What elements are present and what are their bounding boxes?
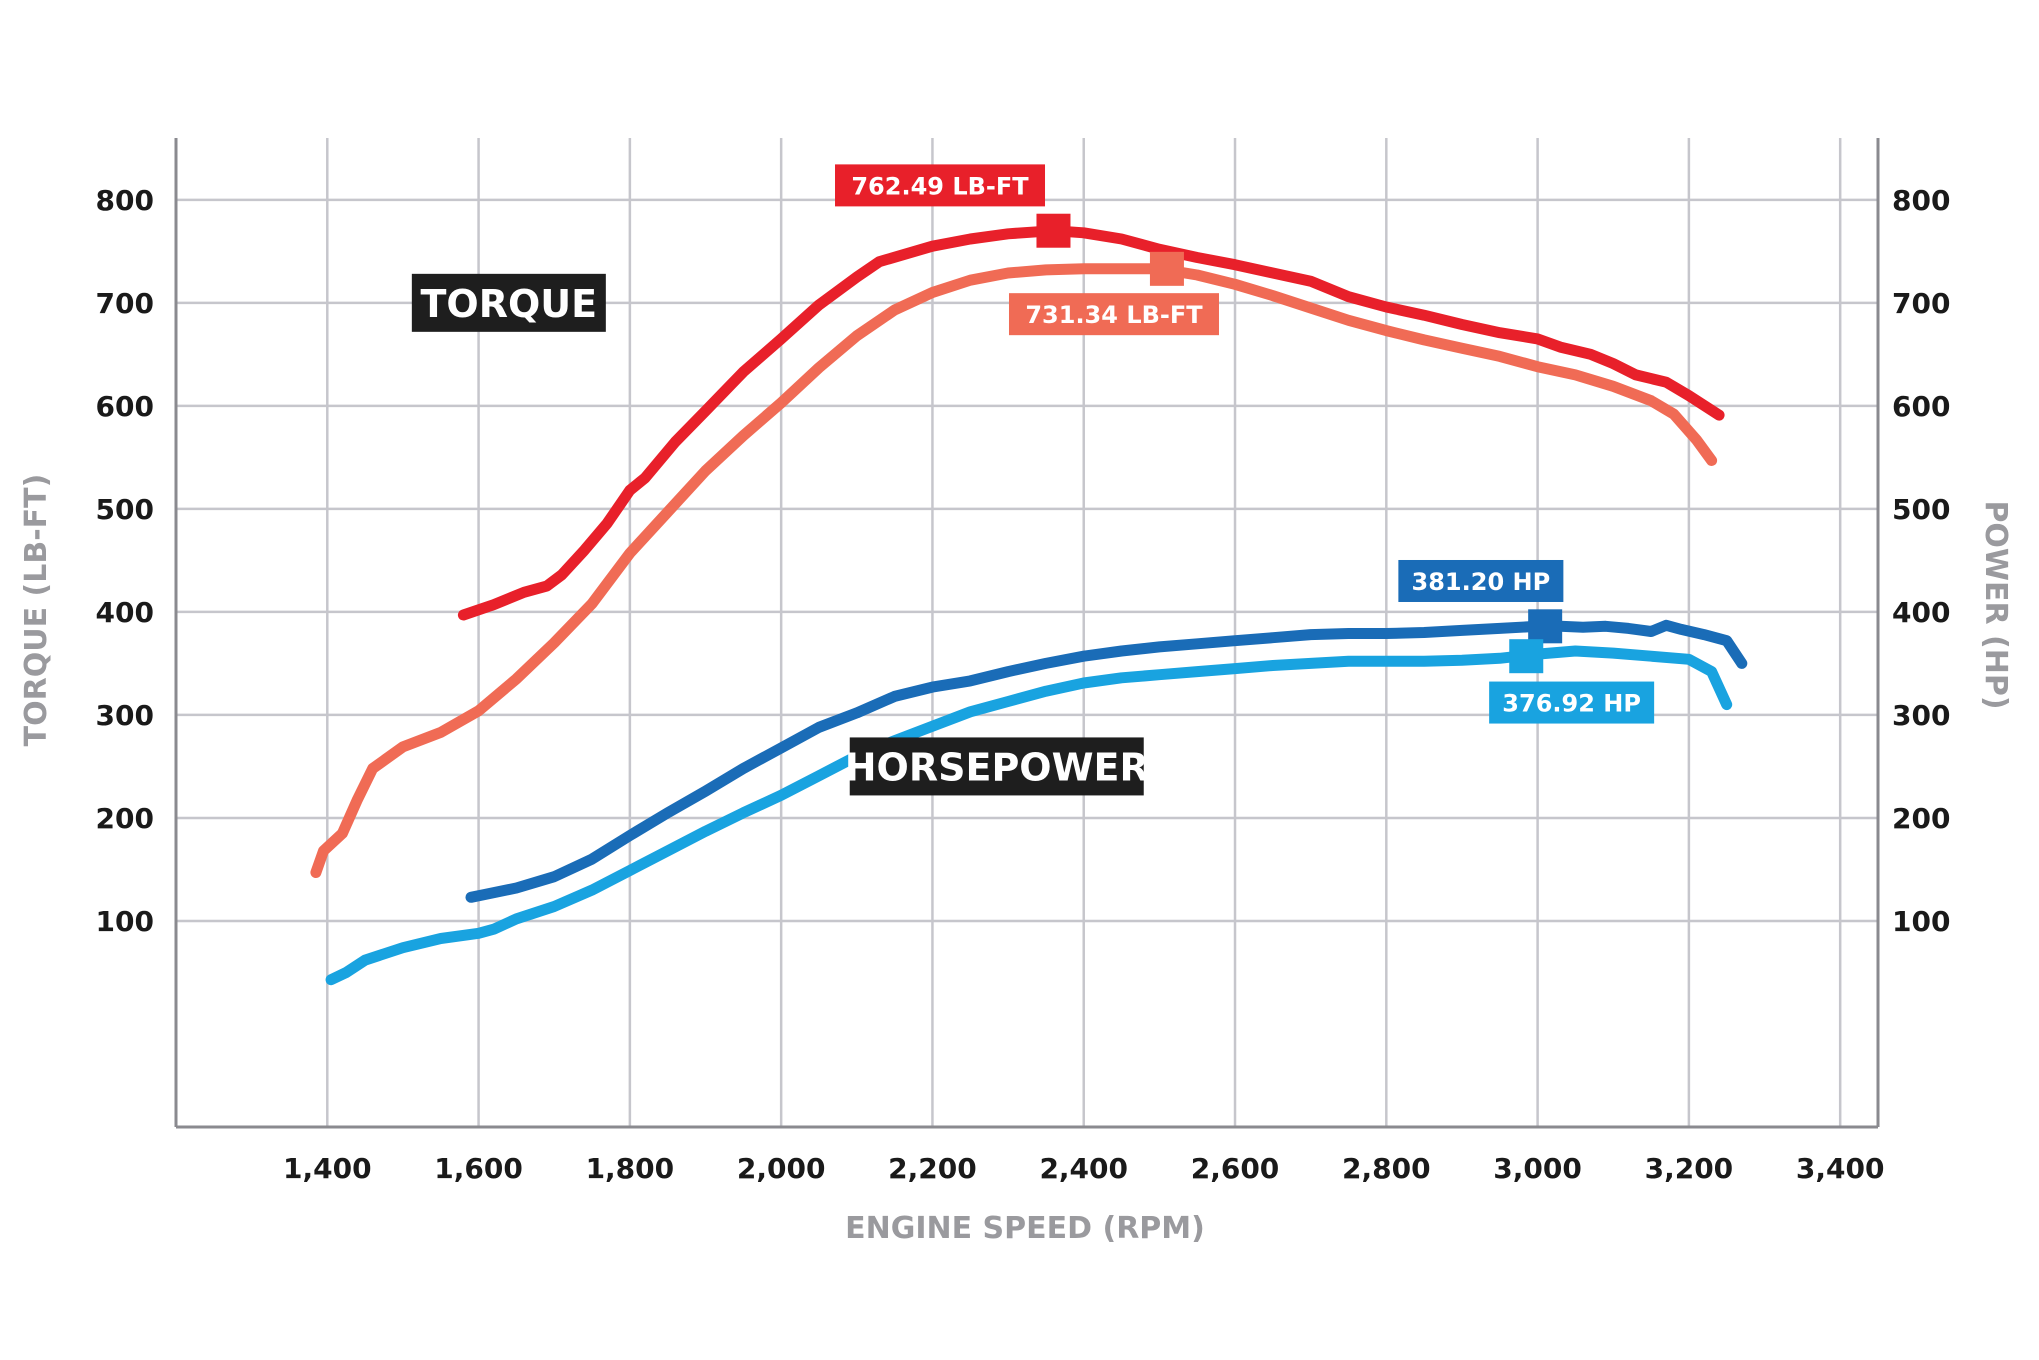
x-tick-label: 1,600 bbox=[434, 1152, 523, 1185]
series-line-2 bbox=[310, 263, 1718, 878]
peak-label-3: 381.20 HP bbox=[1412, 568, 1551, 596]
peak-label-2: 731.34 LB-FT bbox=[1025, 301, 1203, 329]
x-axis-title: ENGINE SPEED (RPM) bbox=[845, 1211, 1205, 1246]
peak-marker-2 bbox=[1149, 251, 1184, 286]
series-line-1 bbox=[457, 225, 1725, 621]
x-tick-label: 1,400 bbox=[283, 1152, 372, 1185]
peak-label-4: 376.92 HP bbox=[1502, 690, 1641, 718]
peak-marker-1 bbox=[1036, 213, 1071, 248]
x-tick-label: 2,000 bbox=[737, 1152, 826, 1185]
right-y-tick-label: 100 bbox=[1892, 905, 1950, 938]
right-y-tick-label: 800 bbox=[1892, 184, 1950, 217]
right-y-axis-title: POWER (HP) bbox=[1978, 500, 2013, 709]
left-y-tick-label: 500 bbox=[96, 493, 154, 526]
tick-labels: 1,400 1,600 1,800 2,000 2,200 2,400 2,600 2,800… bbox=[96, 184, 1951, 1185]
peak-markers: 762.49 LB-FT 731.34 LB-FT 381.20 HP 376.92 … bbox=[835, 164, 1655, 724]
left-y-tick-label: 300 bbox=[96, 699, 154, 732]
peak-marker-4 bbox=[1509, 639, 1544, 674]
peak-label-1: 762.49 LB-FT bbox=[851, 172, 1029, 200]
right-y-tick-label: 300 bbox=[1892, 699, 1950, 732]
x-tick-label: 2,600 bbox=[1191, 1152, 1280, 1185]
group-label-box-2 bbox=[849, 737, 1144, 796]
left-y-tick-label: 700 bbox=[96, 287, 154, 320]
right-y-tick-label: 400 bbox=[1892, 596, 1950, 629]
group-label-box-1 bbox=[411, 273, 606, 332]
left-y-tick-label: 600 bbox=[96, 390, 154, 423]
peak-label-box-4 bbox=[1489, 681, 1655, 724]
axes bbox=[174, 138, 1880, 1129]
right-y-tick-label: 200 bbox=[1892, 802, 1950, 835]
group-label-horsepower: HORSEPOWER bbox=[845, 745, 1149, 789]
x-tick-label: 2,200 bbox=[888, 1152, 977, 1185]
left-y-tick-label: 100 bbox=[96, 905, 154, 938]
right-y-tick-label: 600 bbox=[1892, 390, 1950, 423]
peak-label-box-3 bbox=[1398, 559, 1564, 602]
right-y-tick-label: 700 bbox=[1892, 287, 1950, 320]
x-tick-label: 3,000 bbox=[1493, 1152, 1582, 1185]
x-tick-label: 3,400 bbox=[1796, 1152, 1885, 1185]
group-label-torque: TORQUE bbox=[421, 282, 598, 326]
peak-label-box-1 bbox=[835, 164, 1046, 207]
group-labels: TORQUE HORSEPOWER bbox=[411, 273, 1149, 796]
x-tick-label: 1,800 bbox=[586, 1152, 675, 1185]
peak-marker-3 bbox=[1528, 609, 1563, 644]
left-y-tick-label: 400 bbox=[96, 596, 154, 629]
left-y-tick-label: 800 bbox=[96, 184, 154, 217]
series-line-3 bbox=[465, 619, 1748, 903]
left-y-axis-title: TORQUE (LB-FT) bbox=[19, 474, 54, 747]
left-y-tick-label: 200 bbox=[96, 802, 154, 835]
peak-label-box-2 bbox=[1008, 293, 1219, 336]
x-tick-label: 2,400 bbox=[1039, 1152, 1128, 1185]
right-y-tick-label: 500 bbox=[1892, 493, 1950, 526]
x-tick-label: 2,800 bbox=[1342, 1152, 1431, 1185]
series-lines bbox=[310, 225, 1748, 986]
x-tick-label: 3,200 bbox=[1645, 1152, 1734, 1185]
